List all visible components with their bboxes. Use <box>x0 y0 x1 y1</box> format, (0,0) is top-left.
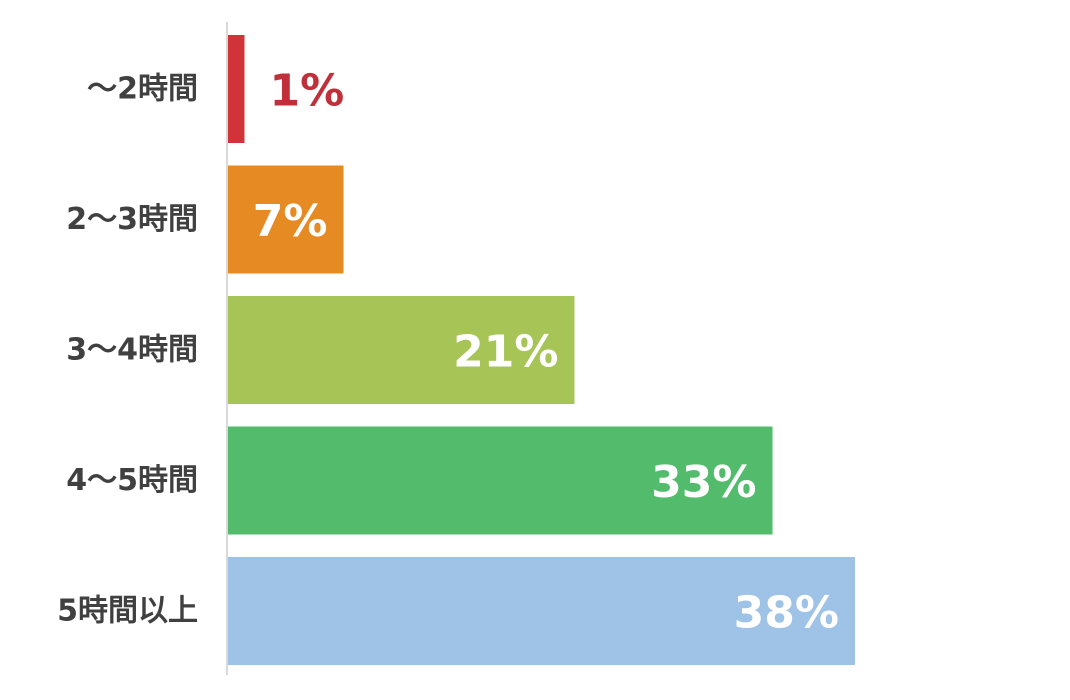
category-label-2: 2～3時間 <box>66 202 198 237</box>
category-labels-group: ～2時間 2～3時間 3～4時間 4～5時間 5時間以上 <box>57 72 198 629</box>
category-label-5: 5時間以上 <box>57 594 198 629</box>
data-label-5: 38% <box>734 588 839 639</box>
data-label-1: 1% <box>270 66 345 117</box>
data-label-4: 33% <box>651 457 756 508</box>
bar-2 <box>228 165 344 274</box>
data-labels-group: 1% 7% 21% 33% 38% <box>253 66 839 639</box>
bar-1 <box>228 35 245 143</box>
category-label-3: 3～4時間 <box>66 333 198 368</box>
bar-3 <box>228 296 575 404</box>
data-label-2: 7% <box>253 196 328 247</box>
category-label-1: ～2時間 <box>87 72 198 107</box>
category-label-4: 4～5時間 <box>66 463 198 498</box>
bar-4 <box>228 426 773 535</box>
data-label-3: 21% <box>453 327 558 378</box>
bars-group <box>228 35 855 665</box>
bar-5 <box>228 557 855 665</box>
